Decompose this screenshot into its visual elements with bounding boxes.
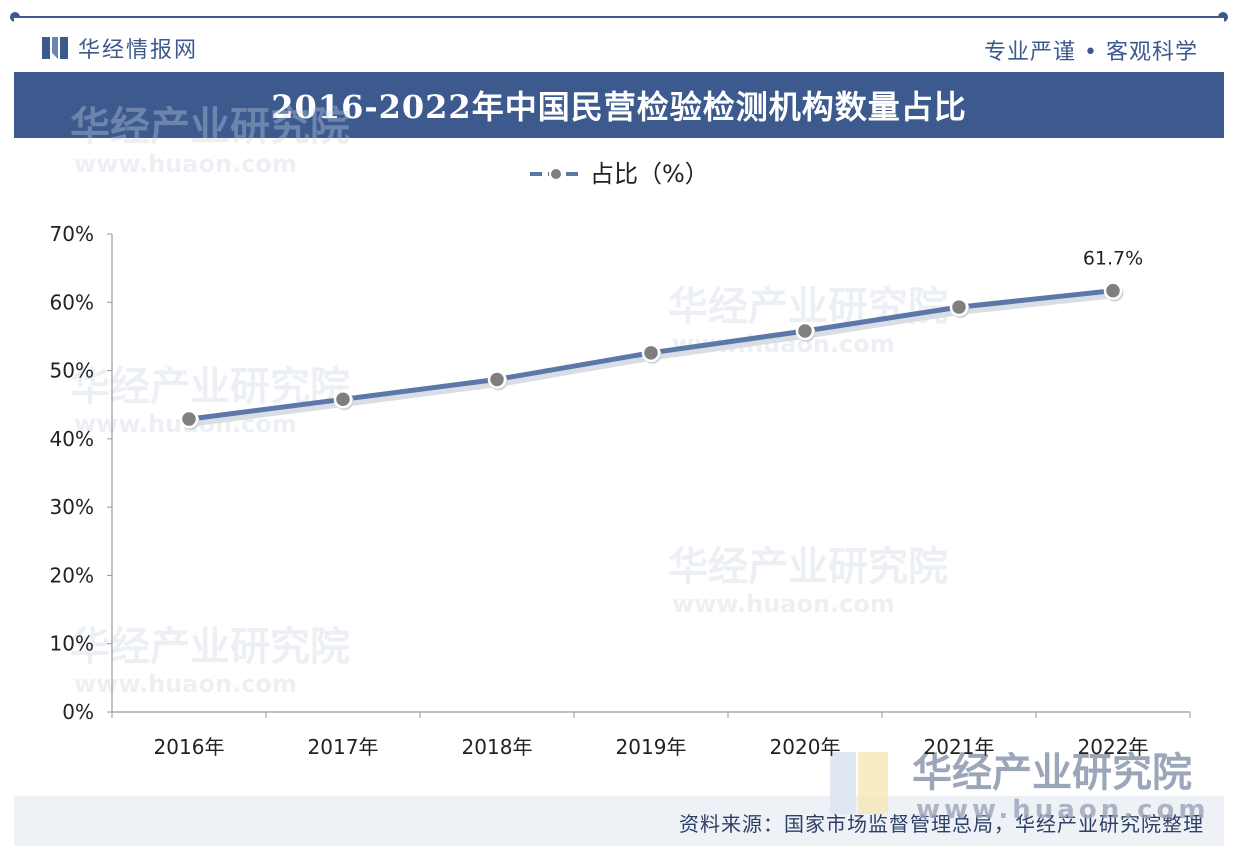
legend-label: 占比（%） [590, 160, 709, 188]
watermark-logo-icon [858, 752, 888, 814]
data-point [487, 370, 507, 389]
legend-marker-icon [549, 167, 563, 181]
brand-logo-icon [42, 37, 68, 59]
data-label: 61.7% [1083, 248, 1143, 270]
y-tick-label: 60% [50, 290, 94, 314]
watermark-text: 华经产业研究院 [70, 624, 350, 670]
footer-band: 资料来源：国家市场监督管理总局，华经产业研究院整理 [14, 796, 1224, 846]
watermark-url: www.huaon.com [74, 670, 297, 698]
data-point [1103, 281, 1123, 300]
y-tick-label: 10% [50, 632, 94, 656]
y-tick-label: 30% [50, 495, 94, 519]
report-frame: 华经情报网 专业严谨 • 客观科学 2016-2022年中国民营检验检测机构数量… [14, 16, 1224, 846]
data-point [179, 409, 199, 429]
brand: 华经情报网 [42, 32, 198, 64]
x-tick-label: 2016年 [154, 735, 225, 759]
watermark-text-large: 华经产业研究院 [912, 750, 1192, 796]
x-tick-label: 2018年 [462, 735, 533, 759]
chart-axes: 0% 10% 20% 30% 40% 50% 60% 70% 2016年 2017年 2018年 20… [50, 222, 1191, 759]
x-tick-label: 2017年 [308, 735, 379, 759]
data-point [949, 297, 969, 317]
y-tick-label: 20% [50, 563, 94, 587]
x-tick-label: 2021年 [924, 735, 995, 759]
x-tick-label: 2020年 [770, 735, 841, 759]
y-tick-label: 50% [50, 359, 94, 383]
slogan: 专业严谨 • 客观科学 [984, 40, 1198, 65]
watermark-layer: 华经产业研究院www.huaon.com华经产业研究院www.huaon.com… [70, 104, 1209, 825]
x-tick-label: 2019年 [616, 735, 687, 759]
chart-legend: 占比（%） [530, 160, 709, 188]
x-tick-label: 2022年 [1078, 735, 1149, 759]
brand-name: 华经情报网 [78, 38, 199, 63]
watermark-logo-icon [830, 752, 856, 814]
y-tick-label: 40% [50, 427, 94, 451]
data-point [333, 390, 353, 409]
y-tick-label: 70% [50, 222, 94, 246]
watermark-url: www.huaon.com [672, 590, 895, 618]
watermark-text: 华经产业研究院 [668, 544, 948, 590]
watermark-text: 华经产业研究院 [70, 104, 350, 150]
chart-plot: 61.7% [179, 248, 1143, 431]
data-point [795, 321, 815, 341]
data-point [641, 343, 661, 363]
chart-title: 2016-2022年中国民营检验检测机构数量占比 [14, 72, 1224, 138]
header: 华经情报网 专业严谨 • 客观科学 [14, 18, 1224, 74]
watermark-url-large: www.huaon.com [916, 795, 1209, 825]
source-note: 资料来源：国家市场监督管理总局，华经产业研究院整理 [679, 812, 1204, 836]
watermark-url: www.huaon.com [74, 150, 297, 178]
y-tick-label: 0% [62, 700, 94, 724]
